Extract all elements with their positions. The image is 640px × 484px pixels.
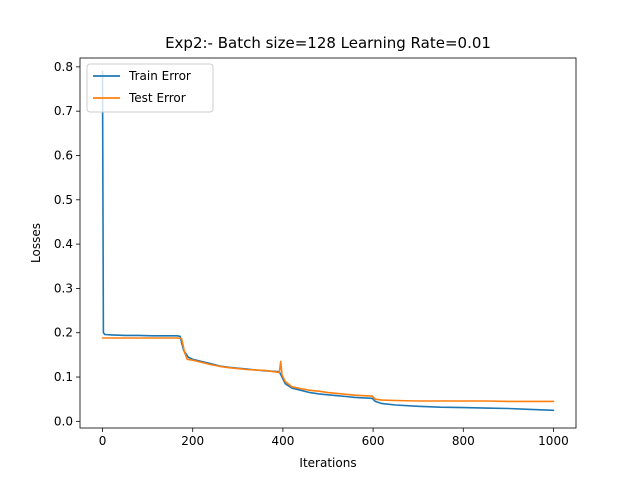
y-tick-label: 0.6	[54, 148, 73, 162]
series-line-1	[101, 337, 555, 403]
y-tick-label: 0.0	[54, 414, 73, 428]
y-tick-label: 0.1	[54, 370, 73, 384]
y-tick-label: 0.8	[54, 60, 73, 74]
legend-label-0: Train Error	[128, 69, 191, 83]
legend: Train Error Test Error	[86, 63, 214, 113]
legend-label-1: Test Error	[128, 91, 186, 105]
y-tick-label: 0.2	[54, 326, 73, 340]
plot-area	[101, 70, 555, 412]
x-tick-label: 600	[362, 434, 385, 448]
x-tick-label: 200	[181, 434, 204, 448]
x-tick-label: 0	[99, 434, 107, 448]
axes: 0 200 400 600 800 1000 0.0 0.1 0.2 0.3 0.4 0.5 0.6 0.…	[54, 57, 577, 448]
y-tick-label: 0.4	[54, 237, 73, 251]
x-axis-label: Iterations	[299, 456, 356, 470]
axes-frame	[79, 57, 577, 429]
x-tick-label: 1000	[538, 434, 569, 448]
y-tick-label: 0.7	[54, 104, 73, 118]
x-tick-label: 400	[271, 434, 294, 448]
y-axis-label: Losses	[29, 223, 43, 263]
y-tick-label: 0.3	[54, 281, 73, 295]
x-tick-label: 800	[452, 434, 475, 448]
y-tick-label: 0.5	[54, 193, 73, 207]
chart-title: Exp2:- Batch size=128 Learning Rate=0.01	[165, 34, 491, 52]
